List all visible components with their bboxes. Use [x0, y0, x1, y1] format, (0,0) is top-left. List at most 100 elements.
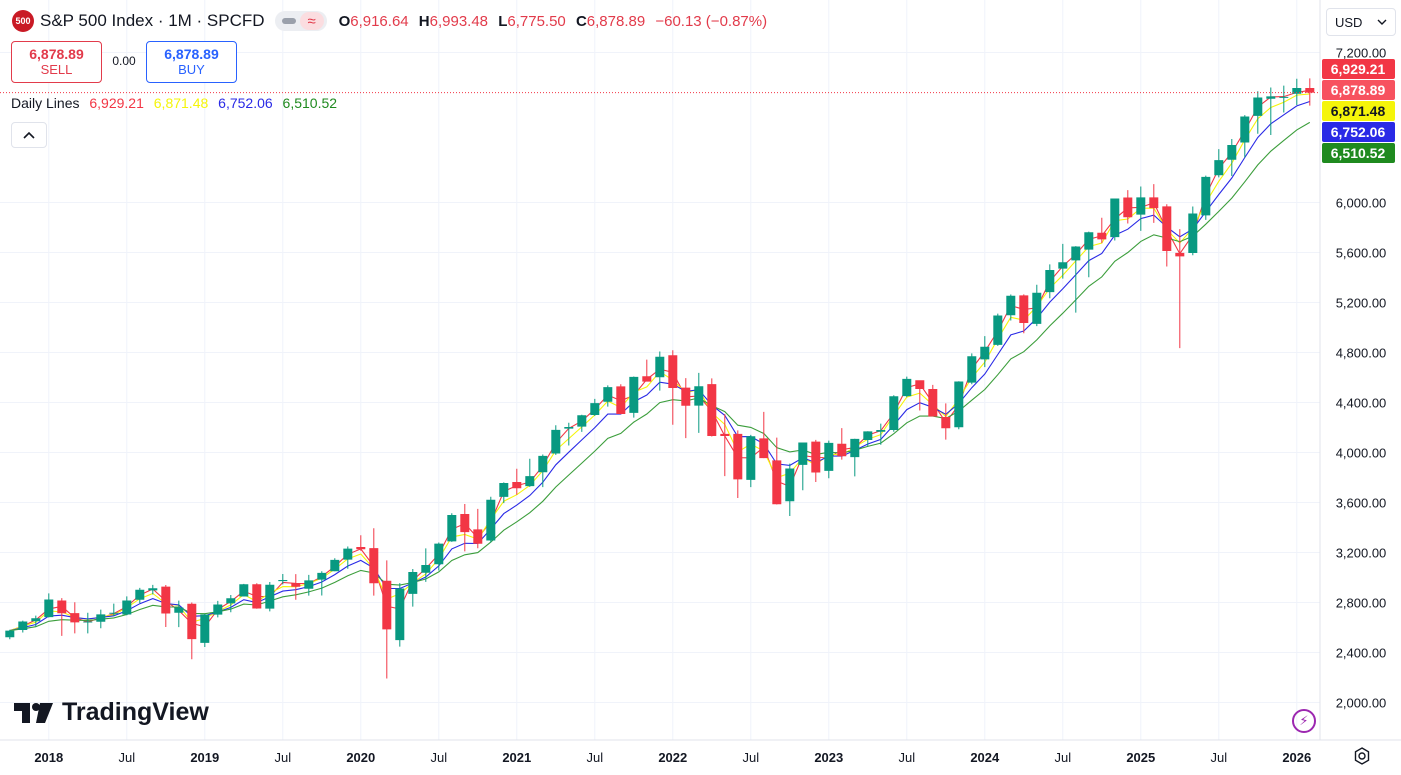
candle	[57, 598, 67, 636]
buy-price: 6,878.89	[164, 46, 219, 62]
candle-body	[681, 387, 691, 406]
close-label: C	[575, 12, 587, 30]
candle-body	[421, 565, 431, 573]
candle	[655, 351, 665, 391]
chevron-down-icon	[1377, 19, 1387, 25]
lightning-icon[interactable]: ⚡	[1292, 709, 1316, 733]
price-tag-bg	[1322, 59, 1395, 79]
candle	[473, 508, 483, 549]
sell-button[interactable]: 6,878.89 SELL	[11, 41, 102, 83]
candle-body	[343, 548, 353, 560]
collapse-legend-button[interactable]	[11, 122, 47, 148]
y-axis[interactable]: 2,000.00 2,400.00 2,800.00 3,200.00 3,600.00…	[1319, 0, 1387, 740]
x-tick-label: Jul	[1054, 750, 1071, 765]
candle	[1123, 190, 1133, 224]
candle-body	[655, 356, 665, 378]
candle-body	[629, 376, 639, 413]
candle-body	[265, 584, 275, 609]
price-tag-bg	[1322, 122, 1395, 142]
candle	[616, 384, 626, 415]
candle-body	[408, 572, 418, 594]
candle	[317, 571, 327, 596]
candle-body	[1058, 262, 1068, 269]
candle	[291, 574, 301, 600]
candle	[304, 574, 314, 596]
x-tick-label: Jul	[742, 750, 759, 765]
legend-value-2: 6,871.48	[153, 95, 209, 111]
candle-body	[850, 438, 860, 458]
candle	[1201, 175, 1211, 220]
candle-body	[499, 483, 509, 497]
candle	[83, 612, 93, 634]
candle	[135, 587, 145, 604]
candle-body	[746, 436, 756, 480]
candle-body	[57, 600, 67, 614]
candle-body	[395, 588, 405, 641]
candle	[1045, 264, 1055, 299]
currency-selector[interactable]: USD	[1326, 8, 1396, 36]
candle	[1279, 85, 1289, 113]
candle	[876, 423, 886, 445]
candle	[1110, 198, 1120, 241]
tradingview-logo[interactable]: TradingView	[14, 698, 209, 727]
market-status-pill[interactable]: ≈	[274, 11, 327, 31]
buy-button[interactable]: 6,878.89 BUY	[146, 41, 237, 83]
candle	[1058, 243, 1068, 279]
candle-body	[1032, 292, 1042, 324]
symbol-badge[interactable]: 500	[12, 10, 34, 32]
gear-icon[interactable]	[1351, 745, 1373, 767]
x-tick-label: 2024	[970, 750, 1000, 765]
high-label: H	[418, 12, 430, 30]
candle	[525, 458, 535, 487]
low-label: L	[498, 12, 508, 30]
candle	[447, 513, 457, 542]
candle-body	[1097, 232, 1107, 240]
candle-body	[304, 580, 314, 589]
candle-body	[174, 607, 184, 613]
candle-body	[824, 442, 834, 471]
candle-body	[512, 482, 522, 489]
candle-body	[1201, 176, 1211, 216]
x-axis[interactable]: 2018 Jul 2019 Jul 2020 Jul 2021 Jul 2022 Jul 2023 J…	[0, 739, 1401, 765]
candle	[902, 376, 912, 398]
candle-body	[811, 441, 821, 473]
candle-body	[1045, 270, 1055, 293]
candle	[720, 414, 730, 477]
candle-body	[720, 433, 730, 436]
candle-body	[486, 499, 496, 541]
candle	[96, 609, 106, 629]
y-tick-label: 5,200.00	[1336, 296, 1387, 311]
open-label: O	[338, 12, 351, 30]
candle	[70, 602, 80, 634]
candle-body	[603, 387, 613, 402]
candle-body	[707, 384, 717, 436]
candle	[252, 583, 262, 609]
candle	[1292, 78, 1302, 105]
candle-body	[837, 443, 847, 457]
candle	[993, 313, 1003, 346]
x-tick-label: 2023	[814, 750, 843, 765]
candle-body	[772, 460, 782, 505]
ohlc-values: O6,916.64 H6,993.48 L6,775.50 C6,878.89 …	[339, 13, 774, 30]
candle	[109, 603, 119, 616]
y-tick-label: 7,200.00	[1336, 46, 1387, 61]
candle	[668, 350, 678, 425]
indicator-legend[interactable]: Daily Lines 6,929.21 6,871.48 6,752.06 6…	[11, 95, 343, 111]
x-tick-label: 2022	[658, 750, 687, 765]
candle	[954, 381, 964, 430]
candle-body	[213, 604, 223, 615]
price-tag: 6,510.52	[1322, 143, 1395, 163]
symbol-title[interactable]: S&P 500 Index · 1M · SPCFD	[40, 11, 265, 30]
candle-body	[1006, 295, 1016, 316]
candle	[681, 378, 691, 439]
candle	[1253, 91, 1263, 134]
candle	[1188, 206, 1198, 256]
y-tick-label: 4,800.00	[1336, 346, 1387, 361]
candle	[1214, 149, 1224, 178]
candle	[1149, 184, 1159, 223]
candle	[967, 353, 977, 385]
candle-body	[1019, 295, 1029, 323]
candle	[850, 438, 860, 477]
candle-body	[1149, 197, 1159, 209]
